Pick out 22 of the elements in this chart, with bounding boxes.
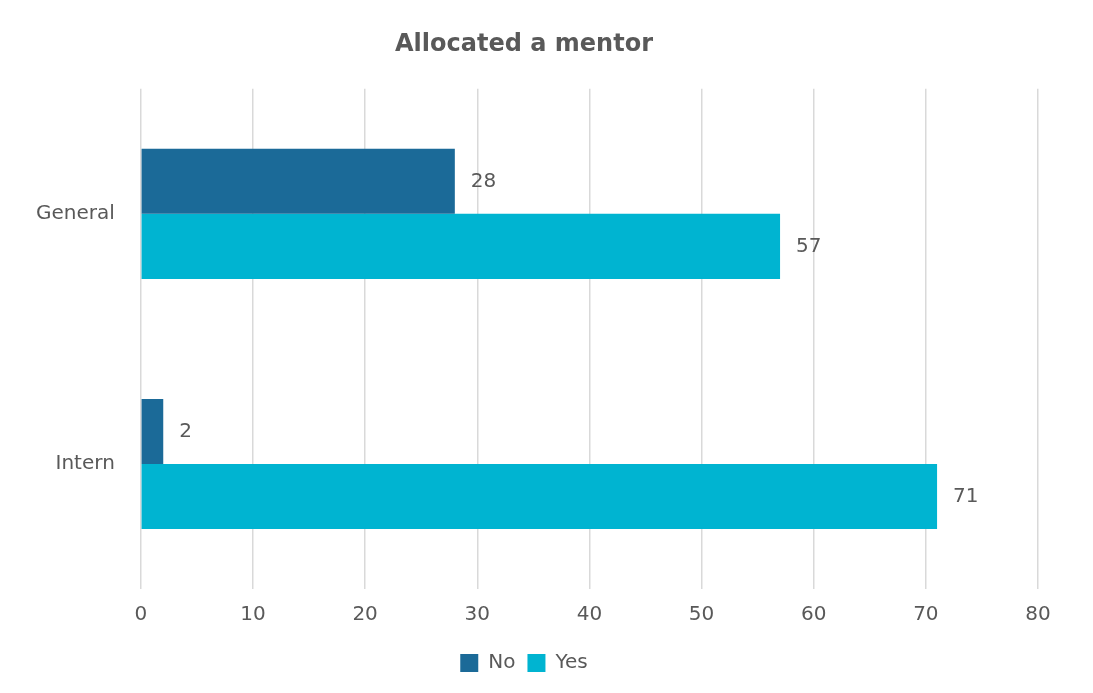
x-tick-label: 80 <box>1025 601 1051 626</box>
data-label: 2 <box>179 417 192 442</box>
x-tick-label: 30 <box>464 601 490 626</box>
x-tick-label: 10 <box>240 601 266 626</box>
bar <box>141 148 455 214</box>
data-label: 28 <box>470 167 497 192</box>
x-tick-label: 70 <box>913 601 939 626</box>
bar <box>141 398 164 464</box>
y-tick-label: General <box>35 200 115 225</box>
y-tick-label: Intern <box>55 450 115 475</box>
x-tick-label: 50 <box>688 601 715 626</box>
data-label: 57 <box>796 232 822 257</box>
x-tick-label: 60 <box>800 601 827 626</box>
legend-label: No <box>488 649 516 674</box>
x-tick-label: 0 <box>134 601 148 626</box>
x-tick-label: 20 <box>352 601 378 626</box>
data-label: 71 <box>953 482 979 507</box>
legend-label: Yes <box>554 649 588 674</box>
bar <box>141 463 938 529</box>
chart-title: Allocated a mentor <box>395 28 654 57</box>
bar <box>141 213 781 279</box>
x-tick-label: 40 <box>576 601 603 626</box>
